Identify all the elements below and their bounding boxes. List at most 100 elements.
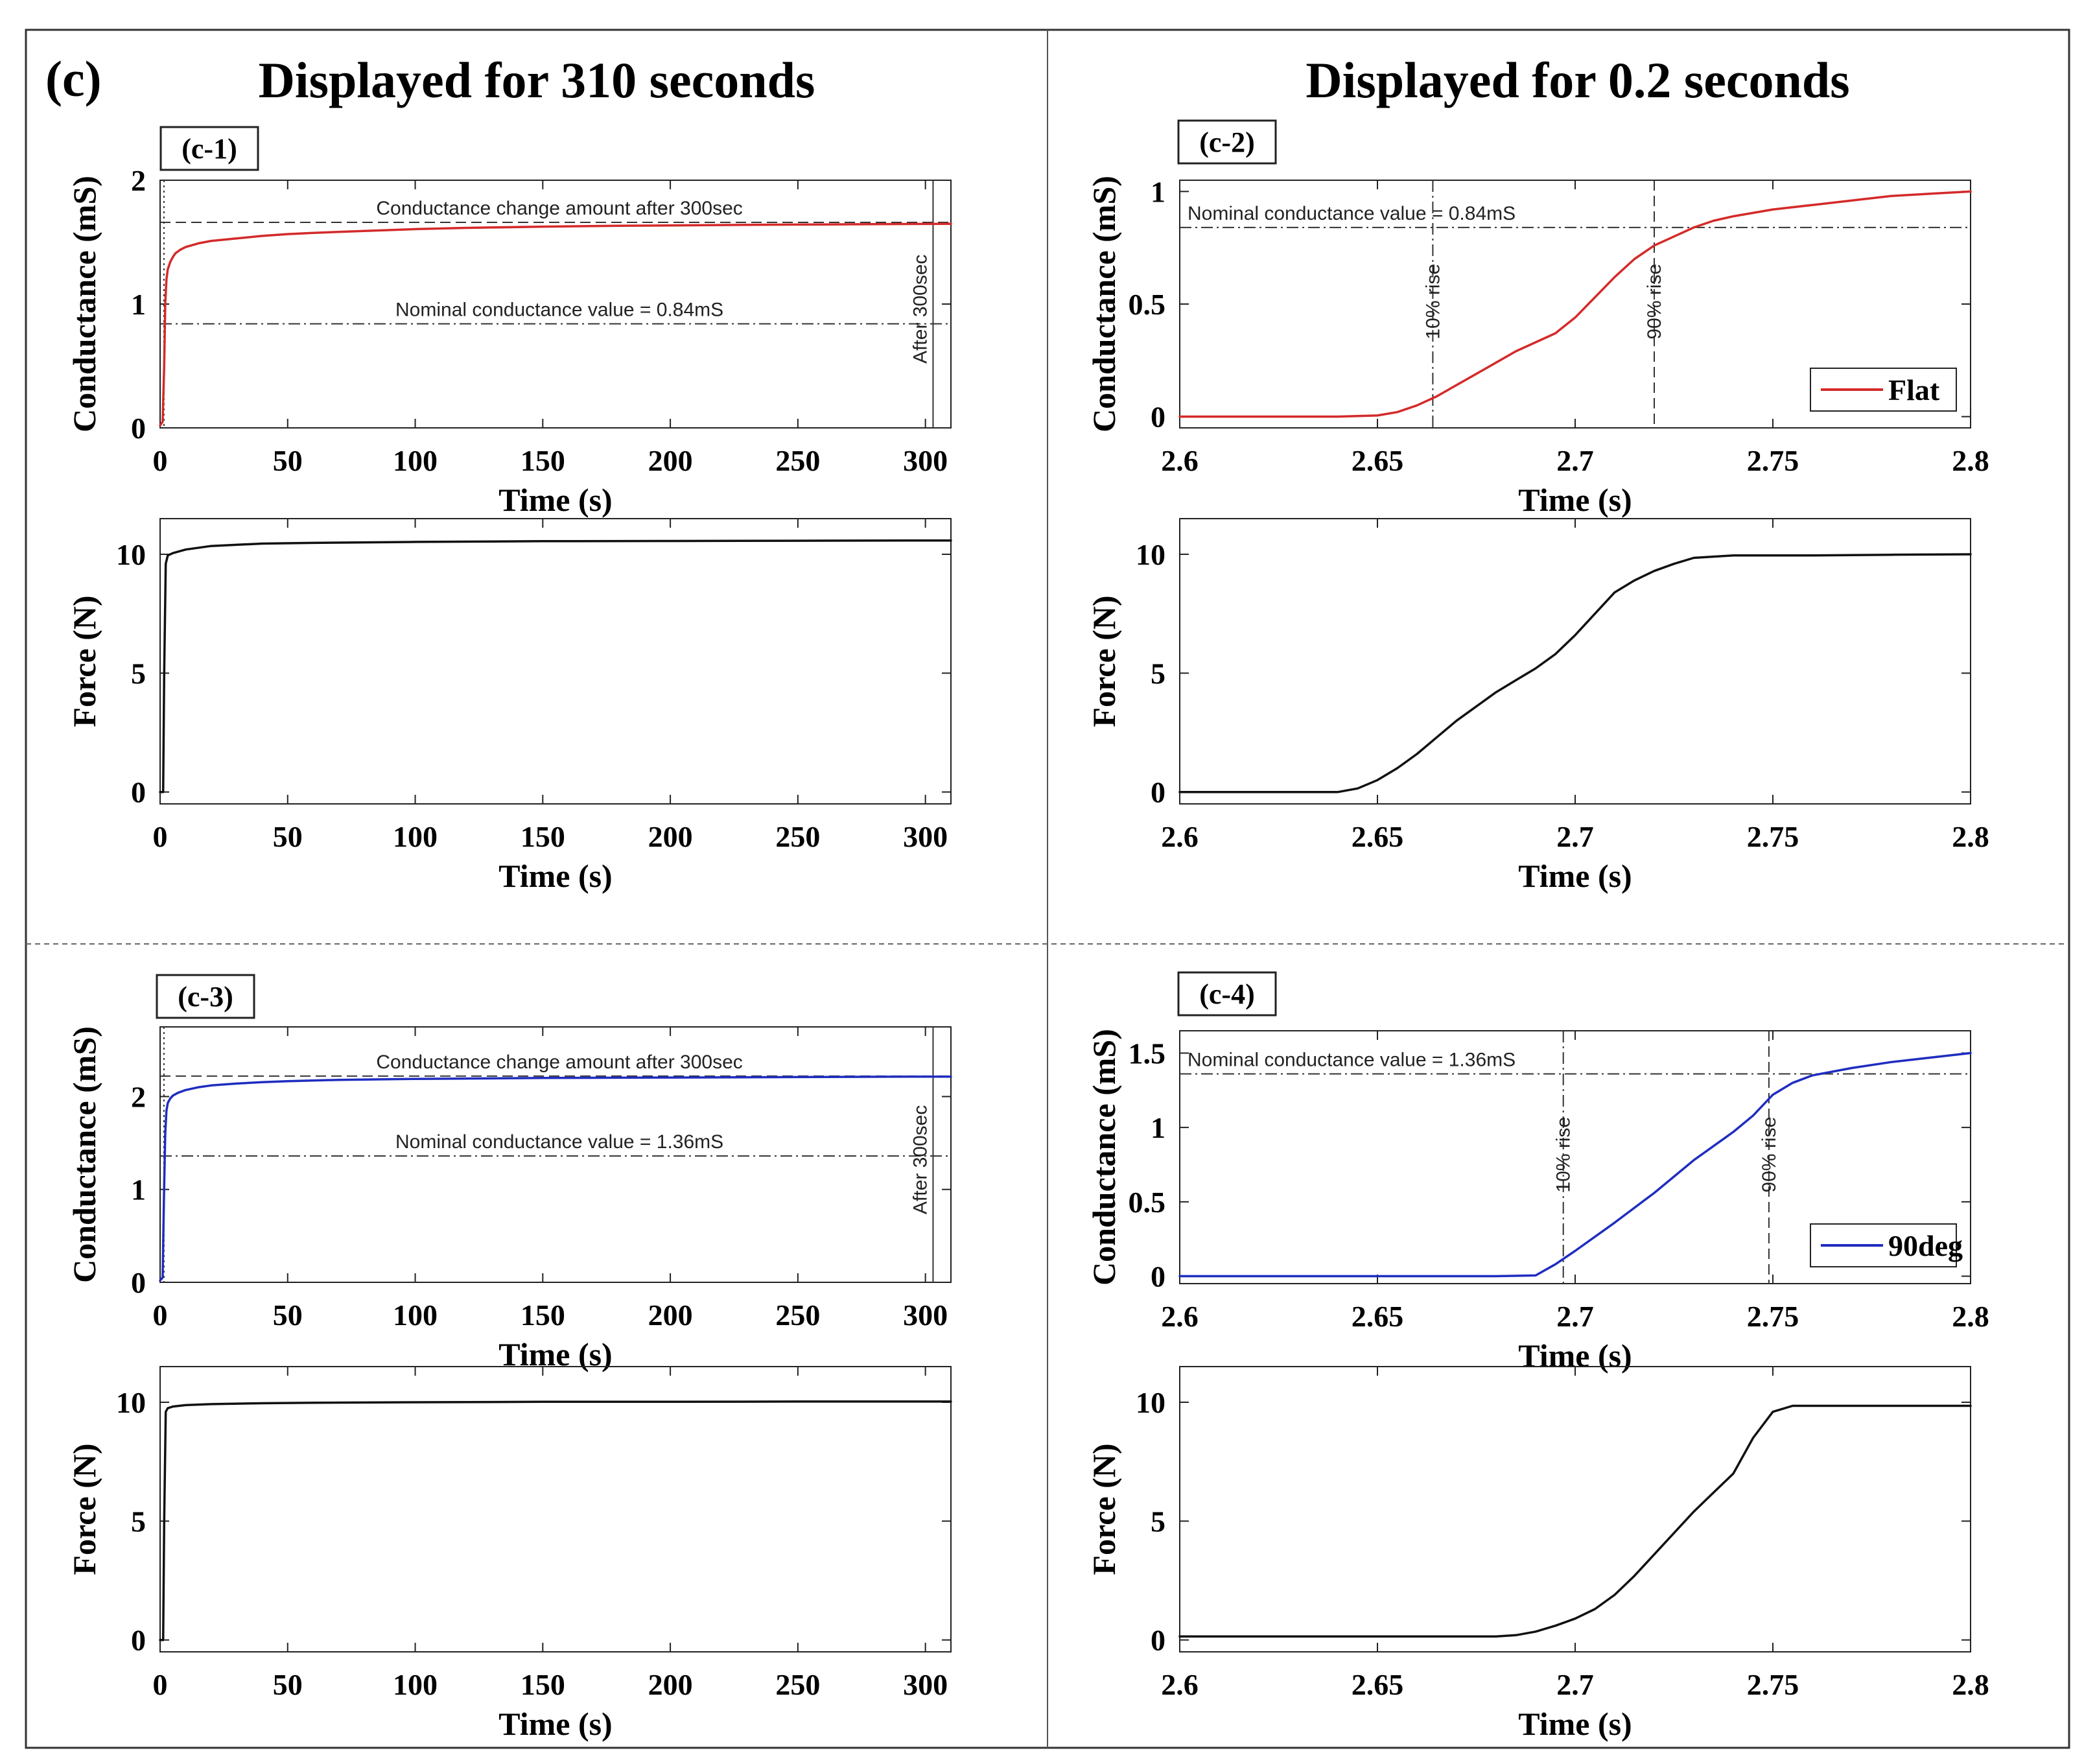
chart-c1-conductance: (c-1) 0 50 100 150 200 250 300 0 1 2 Time (s) Conduc… bbox=[66, 126, 952, 518]
y-axis-label: Conductance (mS) bbox=[1086, 1029, 1122, 1286]
x-tick-label: 50 bbox=[273, 444, 303, 477]
x-tick-label: 150 bbox=[521, 444, 565, 477]
x-tick-label: 2.6 bbox=[1161, 1668, 1199, 1701]
y-tick-label: 1.5 bbox=[1129, 1037, 1166, 1070]
x-tick-label: 200 bbox=[648, 820, 693, 853]
x-tick-label: 200 bbox=[648, 1299, 693, 1332]
x-tick-label: 300 bbox=[903, 1299, 948, 1332]
data-series-line bbox=[1178, 553, 1972, 794]
y-tick-label: 10 bbox=[1136, 538, 1165, 571]
chart-c4-force: 2.6 2.65 2.7 2.75 2.8 0 5 10 Time (s) Force (N) bbox=[1086, 1366, 1989, 1742]
y-tick-label: 0 bbox=[131, 412, 146, 445]
x-tick-label: 2.75 bbox=[1747, 1668, 1799, 1701]
x-tick-label: 300 bbox=[903, 1668, 948, 1701]
y-tick-label: 0 bbox=[131, 1266, 146, 1299]
x-tick-label: 50 bbox=[273, 1668, 303, 1701]
plot-area bbox=[159, 1026, 952, 1283]
x-tick-label: 2.75 bbox=[1747, 1300, 1799, 1333]
x-tick-label: 2.75 bbox=[1747, 444, 1799, 477]
y-tick-label: 5 bbox=[1151, 657, 1165, 690]
plot-area bbox=[159, 1366, 952, 1652]
x-tick-label: 2.8 bbox=[1952, 444, 1989, 477]
data-series-line bbox=[1178, 1404, 1972, 1638]
y-tick-label: 0 bbox=[131, 776, 146, 809]
y-tick-label: 5 bbox=[131, 1505, 146, 1538]
x-tick-label: 0 bbox=[153, 820, 168, 853]
x-axis-label: Time (s) bbox=[1518, 1706, 1632, 1742]
reference-line-label: Nominal conductance value = 1.36mS bbox=[1188, 1050, 1516, 1071]
y-tick-label: 0.5 bbox=[1129, 288, 1166, 321]
legend-label: 90deg bbox=[1888, 1229, 1963, 1262]
reference-line-v-label: 10% rise bbox=[1422, 264, 1444, 340]
legend-label: Flat bbox=[1888, 373, 1940, 406]
reference-line-v-label: 90% rise bbox=[1759, 1117, 1780, 1193]
data-series-line bbox=[1178, 1052, 1972, 1278]
y-tick-label: 2 bbox=[131, 1080, 146, 1113]
y-tick-label: 0 bbox=[1151, 1624, 1165, 1657]
y-tick-label: 2 bbox=[131, 164, 146, 197]
reference-line-label: Nominal conductance value = 1.36mS bbox=[395, 1131, 723, 1153]
x-tick-label: 2.75 bbox=[1747, 820, 1799, 853]
x-tick-label: 2.6 bbox=[1161, 1300, 1199, 1333]
data-series-line bbox=[1178, 190, 1972, 418]
x-tick-label: 2.7 bbox=[1556, 820, 1594, 853]
x-tick-label: 100 bbox=[393, 1668, 438, 1701]
y-axis-label: Force (N) bbox=[1086, 595, 1122, 727]
panel-label-box bbox=[156, 974, 255, 1019]
x-tick-label: 100 bbox=[393, 1299, 438, 1332]
y-tick-label: 1 bbox=[131, 1173, 146, 1206]
reference-line-v-label: After 300sec bbox=[909, 254, 931, 363]
x-tick-label: 0 bbox=[153, 444, 168, 477]
y-tick-label: 10 bbox=[116, 1386, 146, 1419]
x-tick-label: 2.8 bbox=[1952, 1668, 1989, 1701]
column-title-left: Displayed for 310 seconds bbox=[259, 52, 815, 108]
y-tick-label: 0.5 bbox=[1129, 1186, 1166, 1219]
x-tick-label: 200 bbox=[648, 1668, 693, 1701]
x-axis-label: Time (s) bbox=[498, 482, 612, 518]
chart-c2-conductance: (c-2) 2.6 2.65 2.7 2.75 2.8 0 0.5 1 Time (s) Condu… bbox=[1086, 119, 1989, 518]
y-tick-label: 0 bbox=[131, 1624, 146, 1657]
chart-c2-force: 2.6 2.65 2.7 2.75 2.8 0 5 10 Time (s) Force (N) bbox=[1086, 518, 1989, 894]
x-tick-label: 2.65 bbox=[1352, 444, 1404, 477]
panel-label: (c-1) bbox=[181, 133, 237, 165]
x-tick-label: 0 bbox=[153, 1299, 168, 1332]
chart-c3-force: 0 50 100 150 200 250 300 0 5 10 Time (s) Force (N) bbox=[66, 1366, 952, 1742]
x-tick-label: 2.7 bbox=[1556, 444, 1594, 477]
x-tick-label: 150 bbox=[521, 1668, 565, 1701]
y-axis-label: Force (N) bbox=[66, 595, 102, 727]
x-tick-label: 250 bbox=[775, 444, 820, 477]
x-tick-label: 2.6 bbox=[1161, 820, 1199, 853]
x-tick-label: 300 bbox=[903, 820, 948, 853]
x-tick-label: 100 bbox=[393, 444, 438, 477]
data-series-line bbox=[159, 1400, 952, 1641]
y-tick-label: 0 bbox=[1151, 1260, 1165, 1293]
plot-area bbox=[159, 518, 952, 805]
y-tick-label: 0 bbox=[1151, 401, 1165, 434]
x-tick-label: 2.8 bbox=[1952, 1300, 1989, 1333]
x-tick-label: 200 bbox=[648, 444, 693, 477]
plot-area bbox=[1179, 1366, 1971, 1652]
x-tick-label: 250 bbox=[775, 1668, 820, 1701]
x-tick-label: 250 bbox=[775, 820, 820, 853]
data-series-line bbox=[159, 222, 952, 427]
x-tick-label: 0 bbox=[153, 1668, 168, 1701]
figure-label: (c) bbox=[45, 51, 102, 107]
x-tick-label: 250 bbox=[775, 1299, 820, 1332]
chart-c1-force: 0 50 100 150 200 250 300 0 5 10 Time (s) Force (N) bbox=[66, 518, 952, 894]
panel-label: (c-2) bbox=[1199, 126, 1255, 158]
y-tick-label: 5 bbox=[1151, 1505, 1165, 1538]
reference-line-v-label: 10% rise bbox=[1553, 1117, 1575, 1193]
data-series-line bbox=[159, 539, 952, 794]
y-tick-label: 10 bbox=[116, 538, 146, 571]
x-tick-label: 50 bbox=[273, 820, 303, 853]
reference-line-v-label: 90% rise bbox=[1644, 264, 1665, 340]
y-tick-label: 1 bbox=[131, 288, 146, 321]
reference-line-v-label: After 300sec bbox=[909, 1105, 931, 1214]
column-title-right: Displayed for 0.2 seconds bbox=[1305, 52, 1849, 108]
panel-label-box bbox=[1177, 971, 1277, 1017]
x-tick-label: 300 bbox=[903, 444, 948, 477]
x-tick-label: 2.65 bbox=[1352, 1300, 1404, 1333]
x-tick-label: 150 bbox=[521, 1299, 565, 1332]
